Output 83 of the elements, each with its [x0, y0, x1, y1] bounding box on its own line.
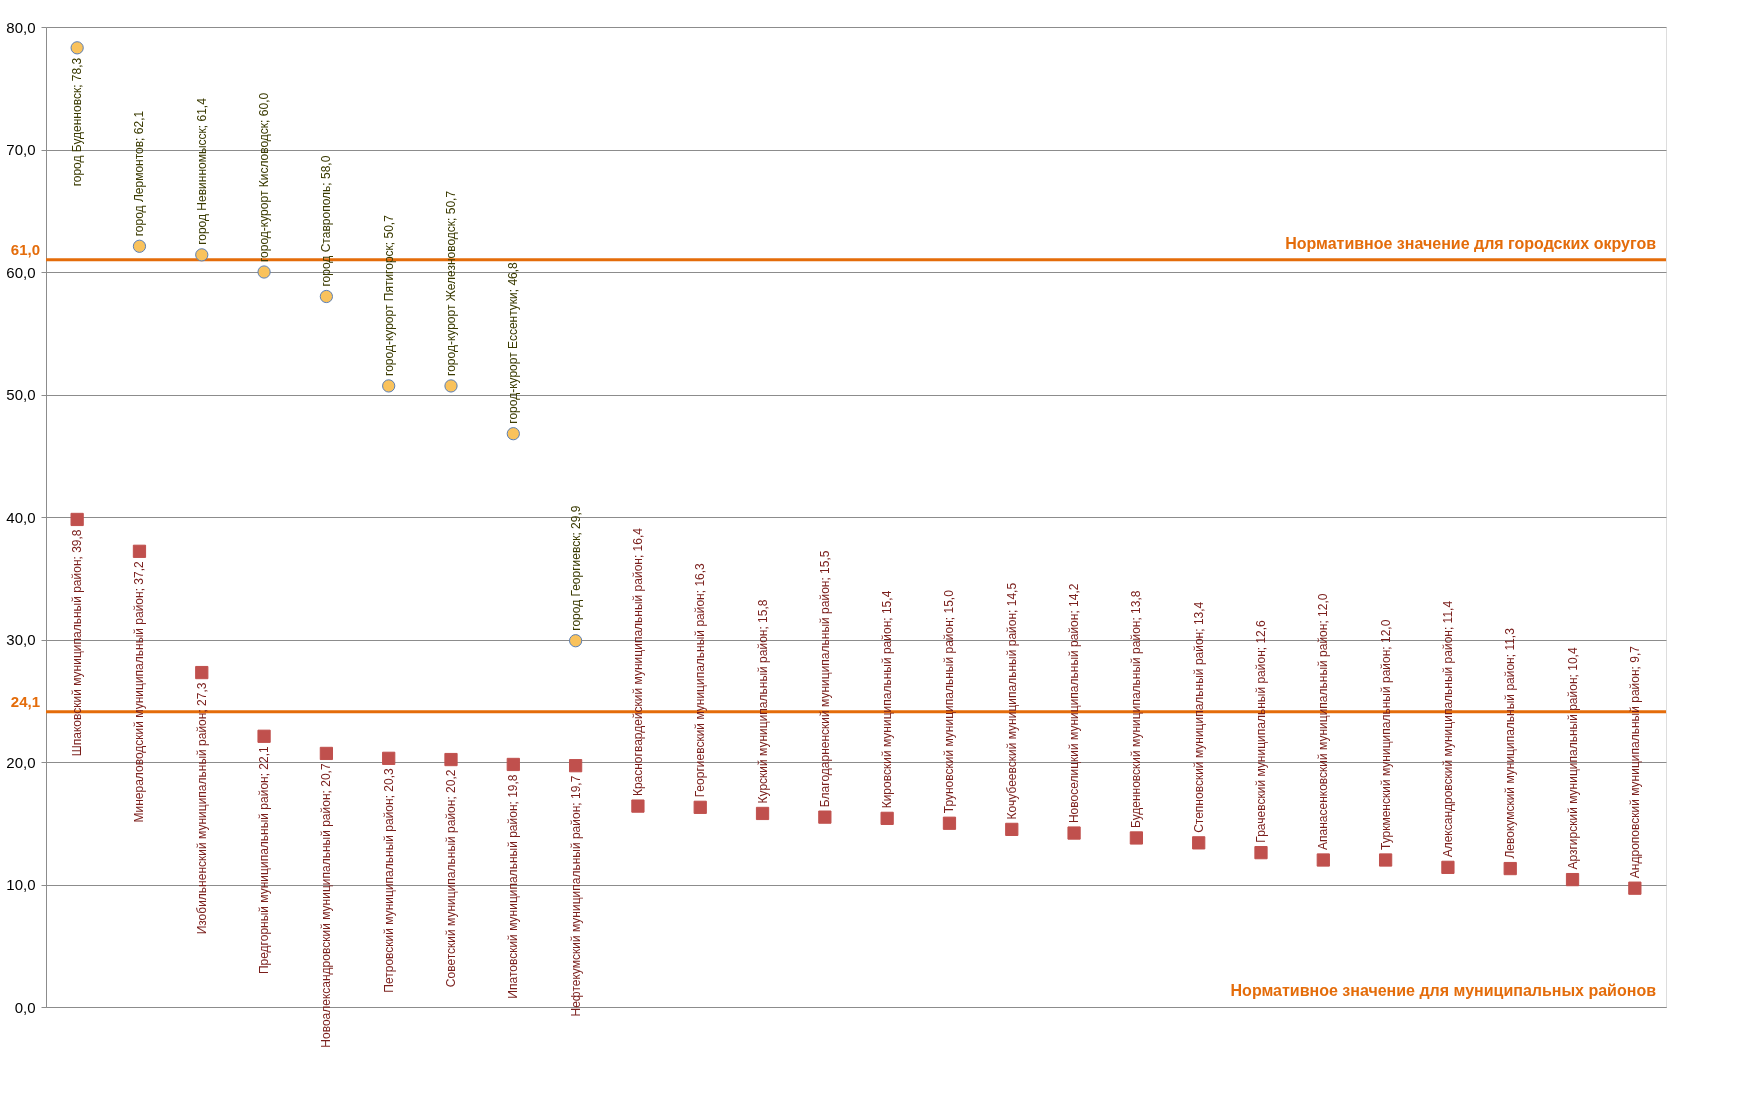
point: [382, 379, 396, 393]
data-label: город Невинномысск; 61,4: [194, 97, 209, 245]
data-label: город-курорт Железноводск; 50,7: [444, 190, 458, 376]
data-label: Труновский муниципальный район; 15,0: [942, 589, 957, 814]
y-tick-label: 30,0: [6, 631, 36, 648]
y-tick-label: 0,0: [14, 998, 36, 1016]
data-label: Левокумский муниципальный район; 11,3: [1503, 627, 1518, 859]
point: [1316, 853, 1330, 867]
data-label: город-курорт Кисловодск; 60,0: [257, 92, 272, 262]
point: [506, 427, 520, 441]
data-label: Красногвардейский муниципальный район; 16,4: [630, 527, 645, 797]
point: [1067, 826, 1081, 840]
point: [1503, 861, 1517, 876]
point: [70, 41, 84, 55]
data-label: Арзгирский муниципальный район; 10,4: [1565, 647, 1580, 870]
ref-line-label: 61,0: [10, 240, 40, 258]
data-label: Курский муниципальный район; 15,8: [755, 599, 770, 804]
point: [132, 239, 147, 253]
point: [1565, 872, 1580, 887]
point: [382, 751, 396, 765]
data-label: Петровский муниципальный район; 20,3: [381, 768, 396, 993]
data-label: Георгиевский муниципальный район; 16,3: [693, 562, 708, 798]
data-label: город Георгиевск; 29,9: [568, 505, 583, 631]
data-label: Советский муниципальный район; 20,2: [444, 769, 458, 988]
point: [942, 816, 957, 830]
data-label: Новоалександровский муниципальный район; 20,7: [319, 763, 334, 1048]
y-tick-label: 40,0: [6, 508, 36, 526]
data-label: Буденновский муниципальный район; 13,8: [1129, 590, 1144, 828]
point: [1628, 881, 1642, 895]
point: [1378, 853, 1393, 867]
point: [319, 289, 334, 304]
point: [631, 799, 645, 813]
point: [1254, 846, 1268, 860]
data-label: Степновский муниципальный район; 13,4: [1191, 601, 1206, 833]
data-label: Александровский муниципальный район; 11,4: [1440, 600, 1455, 858]
data-label: Благодарненский муниципальный район; 15,5: [817, 550, 832, 808]
y-tick-label: 20,0: [6, 753, 36, 771]
point: [195, 665, 209, 680]
point: [195, 248, 209, 262]
point: [319, 746, 334, 761]
data-label: город Ставрополь; 58,0: [319, 155, 334, 287]
y-tick-label: 60,0: [6, 263, 36, 281]
data-label: город-курорт Ессентуки; 46,8: [506, 261, 521, 424]
data-label: город Буденновск; 78,3: [70, 57, 85, 187]
data-label: Изобильненский муниципальный район; 27,3: [194, 682, 209, 935]
y-tick-label: 10,0: [6, 876, 36, 893]
y-tick-label: 50,0: [6, 386, 36, 403]
data-label: Минераловодский муниципальный район; 37,2: [132, 560, 147, 823]
data-label: Предгорный муниципальный район; 22,1: [257, 745, 272, 975]
point: [257, 729, 271, 743]
point: [70, 512, 84, 527]
point: [506, 757, 520, 772]
point: [693, 800, 707, 814]
point: [257, 265, 271, 279]
data-label: Кочубеевский муниципальный район; 14,5: [1004, 582, 1019, 820]
point: [880, 811, 894, 825]
point: [568, 634, 583, 648]
data-label: Нефтекумский муниципальный район; 19,7: [568, 775, 583, 1017]
point: [1005, 822, 1019, 836]
data-label: город-курорт Пятигорск; 50,7: [381, 214, 396, 376]
annotation: Нормативное значение для муниципальных районов: [1230, 982, 1657, 999]
point: [444, 379, 458, 393]
point: [568, 759, 583, 773]
point: [1441, 860, 1455, 874]
data-label: Апанасенковский муниципальный район; 12,0: [1316, 593, 1331, 850]
data-label: город Лермонтов; 62,1: [132, 110, 147, 237]
data-label: Андроповский муниципальный район; 9,7: [1627, 645, 1642, 879]
ref-line-label: 24,1: [10, 692, 40, 710]
data-label: Туркменский муниципальный район; 12,0: [1378, 619, 1393, 850]
annotation: Нормативное значение для городских округов: [1285, 234, 1657, 252]
point: [1192, 836, 1206, 850]
point: [132, 544, 147, 558]
point: [755, 806, 770, 821]
y-tick-label: 70,0: [6, 141, 36, 158]
point: [1129, 831, 1144, 845]
data-label: Новоселицкий муниципальный район; 14,2: [1067, 583, 1082, 824]
y-tick-label: 80,0: [6, 18, 36, 36]
data-label: Грачевский муниципальный район; 12,6: [1254, 619, 1268, 843]
point: [444, 752, 458, 767]
data-label: Кировский муниципальный район; 15,4: [880, 590, 895, 809]
point: [818, 810, 832, 824]
data-label: Шпаковский муниципальный район; 39,8: [70, 529, 85, 757]
data-label: Ипатовский муниципальный район; 19,8: [506, 774, 521, 999]
